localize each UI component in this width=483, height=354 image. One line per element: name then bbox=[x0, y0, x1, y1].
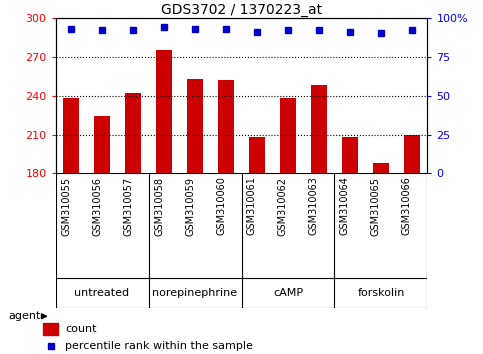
Text: count: count bbox=[65, 324, 97, 334]
Text: GSM310059: GSM310059 bbox=[185, 177, 195, 236]
Text: GSM310058: GSM310058 bbox=[154, 177, 164, 236]
Text: GSM310063: GSM310063 bbox=[309, 177, 319, 235]
Bar bbox=[404, 135, 420, 173]
Bar bbox=[249, 137, 265, 173]
Text: forskolin: forskolin bbox=[357, 288, 405, 298]
Text: GSM310055: GSM310055 bbox=[61, 177, 71, 236]
Text: GSM310064: GSM310064 bbox=[340, 177, 350, 235]
Bar bbox=[187, 79, 203, 173]
Bar bbox=[156, 50, 172, 173]
Text: GSM310066: GSM310066 bbox=[402, 177, 412, 235]
Text: GSM310061: GSM310061 bbox=[247, 177, 257, 235]
Text: untreated: untreated bbox=[74, 288, 129, 298]
Bar bbox=[311, 85, 327, 173]
Text: GSM310057: GSM310057 bbox=[123, 177, 133, 236]
Text: GSM310062: GSM310062 bbox=[278, 177, 288, 236]
Bar bbox=[373, 163, 389, 173]
Text: GSM310065: GSM310065 bbox=[371, 177, 381, 236]
Text: GSM310056: GSM310056 bbox=[92, 177, 102, 236]
Title: GDS3702 / 1370223_at: GDS3702 / 1370223_at bbox=[161, 3, 322, 17]
Text: cAMP: cAMP bbox=[273, 288, 303, 298]
Bar bbox=[218, 80, 234, 173]
Bar bbox=[280, 98, 296, 173]
Text: percentile rank within the sample: percentile rank within the sample bbox=[65, 341, 253, 351]
Text: norepinephrine: norepinephrine bbox=[153, 288, 238, 298]
Text: agent: agent bbox=[8, 311, 41, 321]
Text: GSM310060: GSM310060 bbox=[216, 177, 226, 235]
Bar bbox=[125, 93, 141, 173]
Bar bbox=[43, 323, 58, 335]
Bar bbox=[94, 116, 110, 173]
Bar bbox=[63, 98, 79, 173]
Bar bbox=[342, 137, 358, 173]
